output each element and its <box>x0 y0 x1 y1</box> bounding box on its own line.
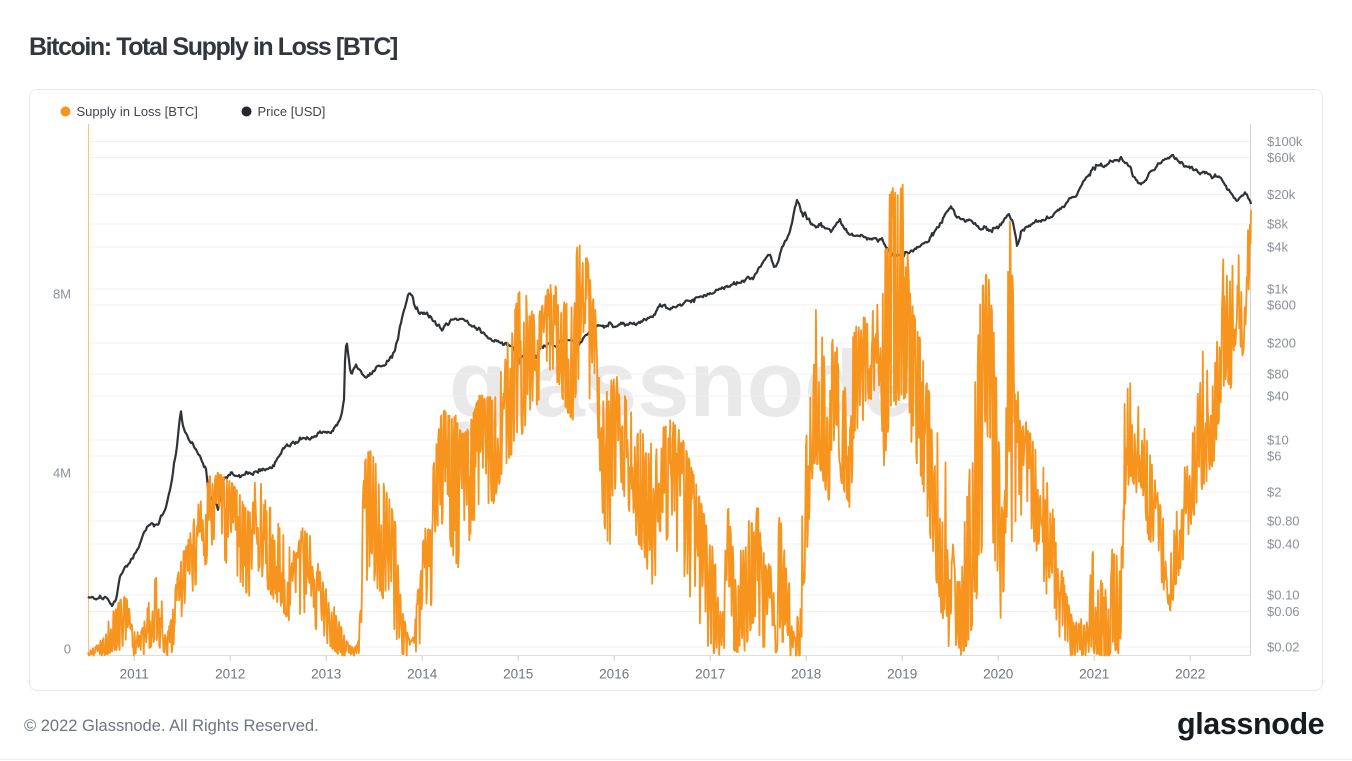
svg-text:$0.06: $0.06 <box>1267 604 1300 619</box>
svg-text:$200: $200 <box>1267 336 1296 351</box>
svg-text:$100k: $100k <box>1267 134 1303 149</box>
svg-text:2016: 2016 <box>599 667 629 682</box>
svg-text:2012: 2012 <box>215 667 245 682</box>
svg-text:2015: 2015 <box>503 667 533 682</box>
svg-text:$2: $2 <box>1267 485 1281 500</box>
svg-text:$60k: $60k <box>1267 150 1296 165</box>
svg-text:$4k: $4k <box>1267 240 1288 255</box>
svg-text:$0.80: $0.80 <box>1267 514 1300 529</box>
svg-text:$0.40: $0.40 <box>1267 537 1300 552</box>
svg-text:2013: 2013 <box>311 667 341 682</box>
svg-text:Price [USD]: Price [USD] <box>258 104 326 119</box>
svg-text:$10: $10 <box>1267 433 1289 448</box>
svg-text:2022: 2022 <box>1175 667 1205 682</box>
svg-text:$6: $6 <box>1267 449 1281 464</box>
svg-text:$1k: $1k <box>1267 282 1288 297</box>
svg-text:2019: 2019 <box>887 667 917 682</box>
svg-text:Supply in Loss [BTC]: Supply in Loss [BTC] <box>77 104 198 119</box>
svg-text:$0.02: $0.02 <box>1267 640 1300 655</box>
svg-text:2021: 2021 <box>1079 667 1109 682</box>
svg-text:2018: 2018 <box>791 667 821 682</box>
svg-text:$80: $80 <box>1267 367 1289 382</box>
svg-text:2014: 2014 <box>407 667 438 682</box>
svg-text:2011: 2011 <box>120 667 149 682</box>
svg-text:0: 0 <box>64 642 71 657</box>
svg-text:4M: 4M <box>53 466 71 481</box>
svg-text:2020: 2020 <box>983 667 1013 682</box>
svg-text:$20k: $20k <box>1267 187 1296 202</box>
svg-text:$8k: $8k <box>1267 217 1288 232</box>
svg-text:$0.10: $0.10 <box>1267 588 1300 603</box>
svg-text:2017: 2017 <box>695 667 725 682</box>
svg-text:$600: $600 <box>1267 298 1296 313</box>
svg-text:8M: 8M <box>53 287 71 302</box>
svg-text:$40: $40 <box>1267 389 1289 404</box>
